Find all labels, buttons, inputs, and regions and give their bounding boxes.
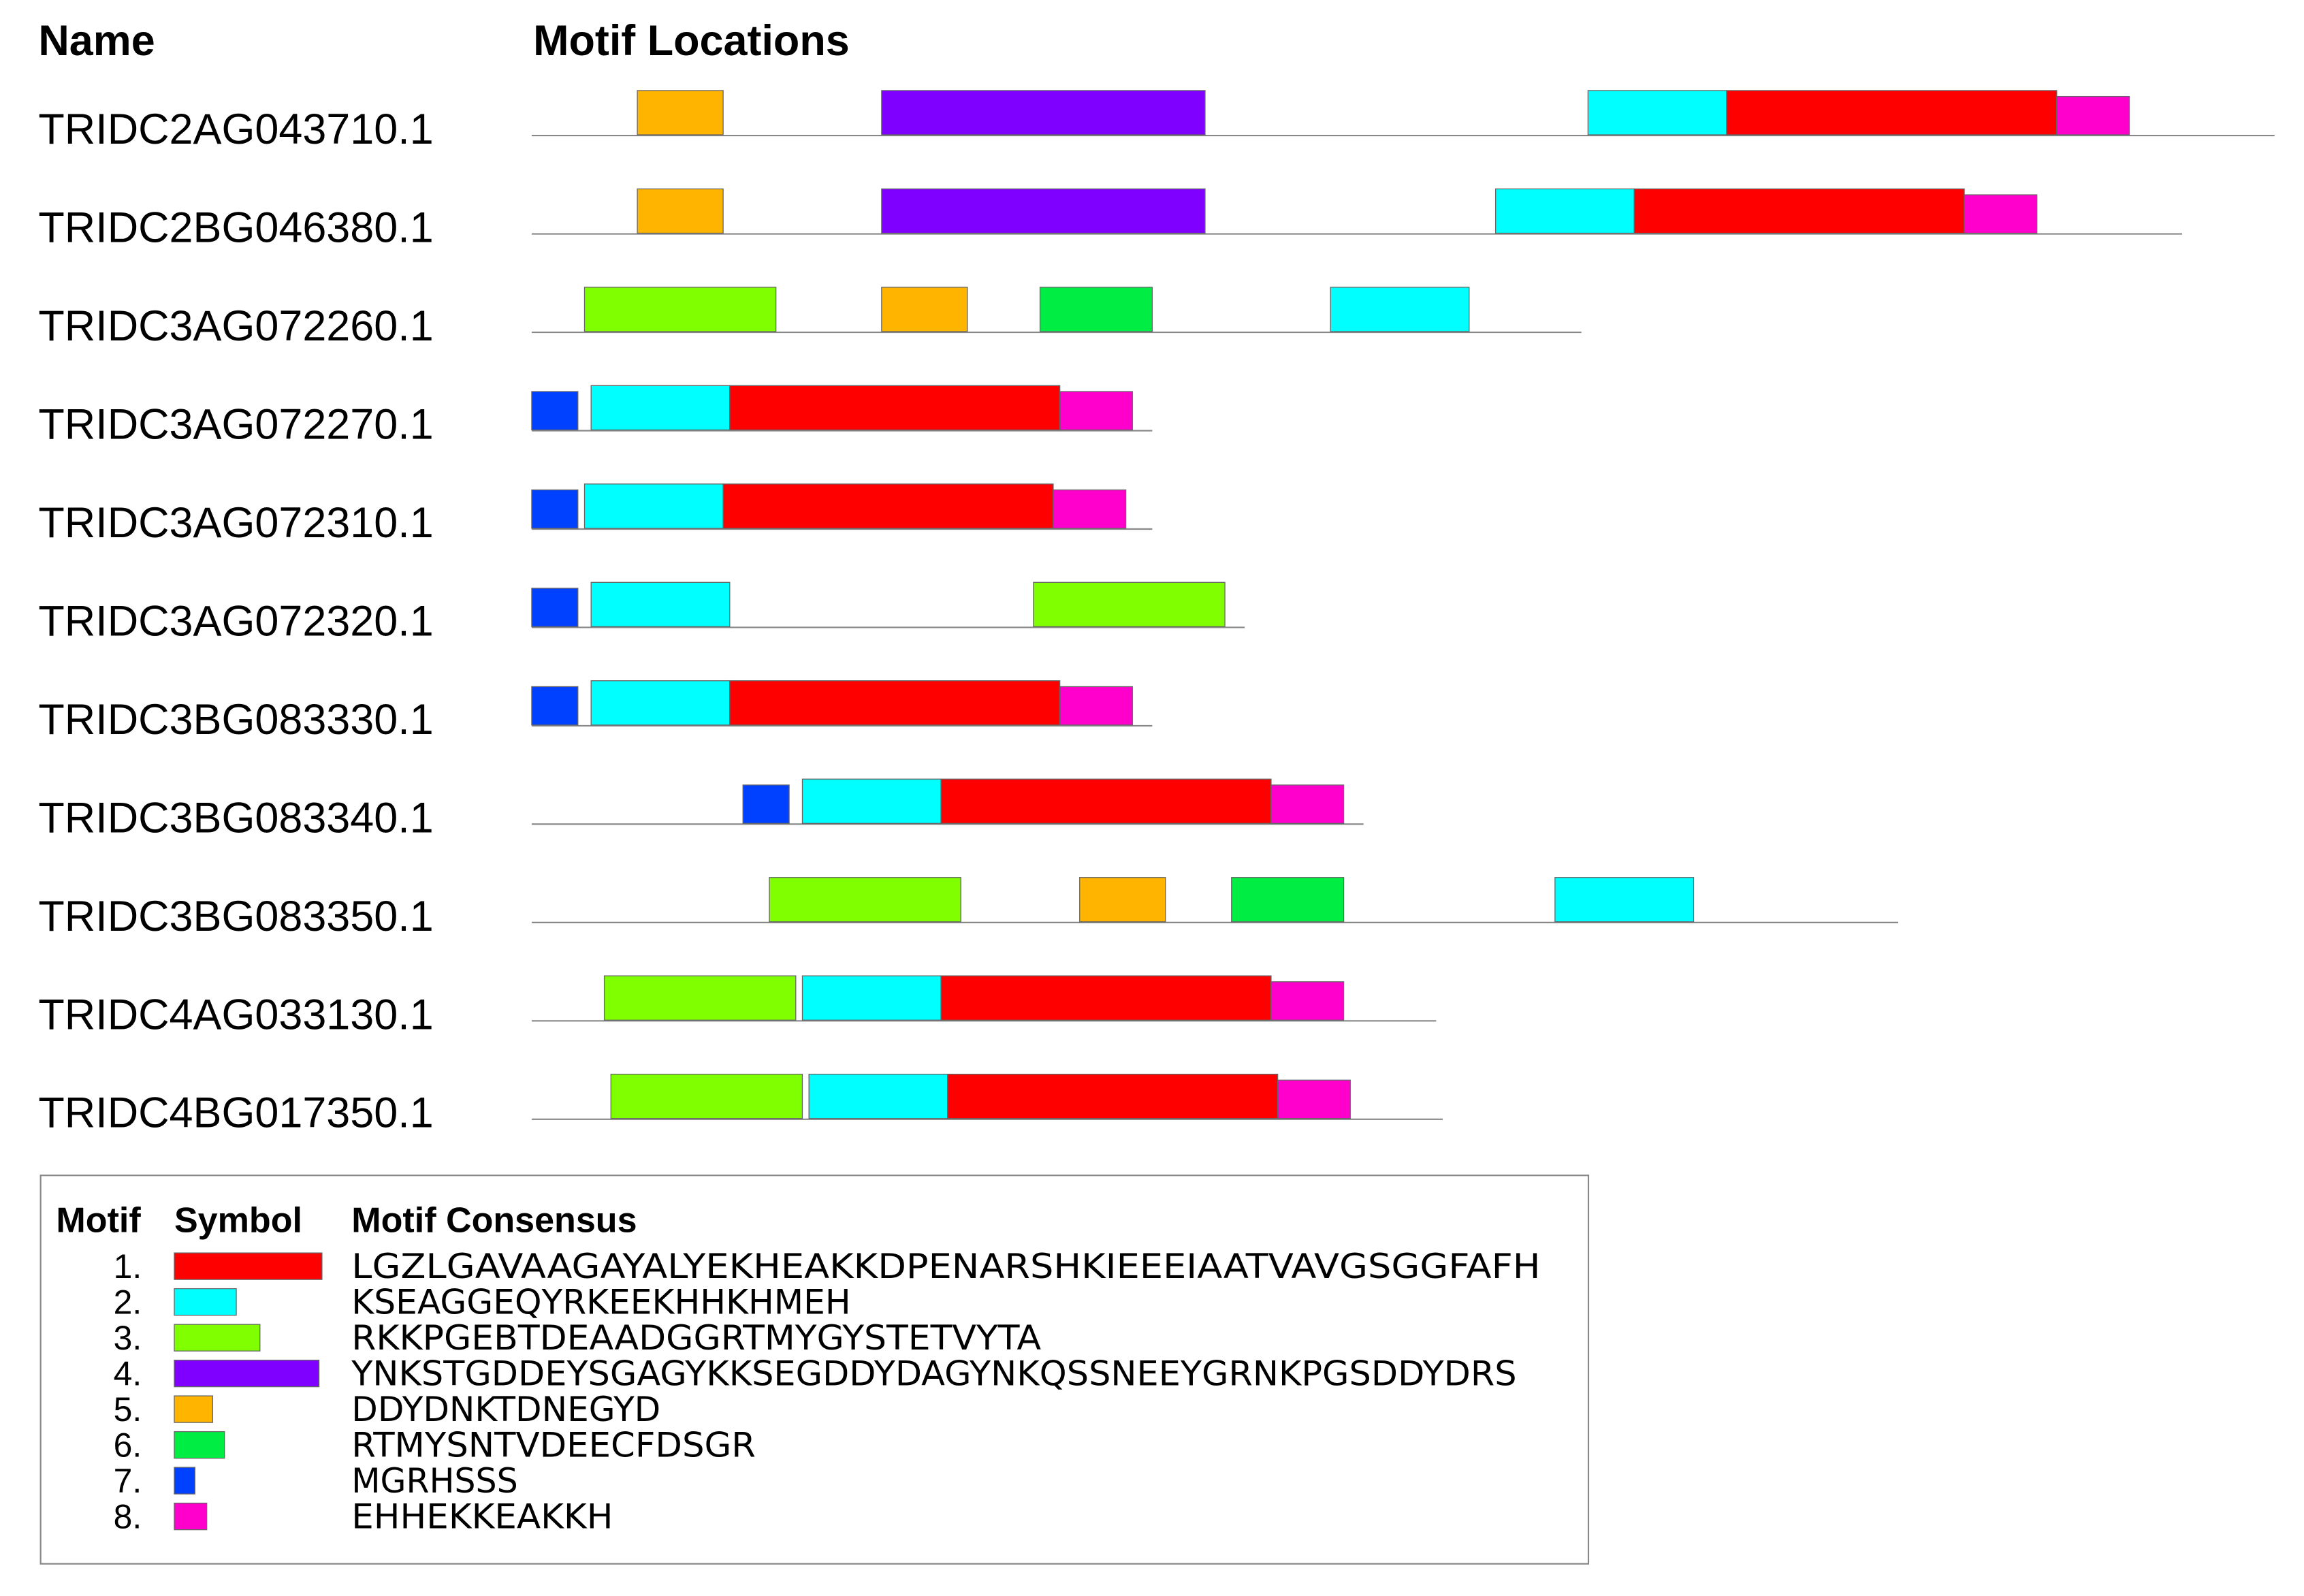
motif-block (1231, 877, 1345, 923)
motif-block (769, 877, 961, 923)
motif-block (1270, 981, 1345, 1021)
sequence-name: TRIDC3AG072270.1 (38, 400, 433, 448)
motif-consensus: RTMYSNTVDEECFDSGR (351, 1425, 756, 1465)
motif-block (1494, 188, 1635, 234)
motif-block (801, 778, 942, 824)
sequence-name: TRIDC4AG033130.1 (38, 991, 433, 1038)
legend-header: Symbol (174, 1201, 302, 1241)
motif-block (637, 188, 724, 234)
motif-block (722, 483, 1054, 529)
motif-block (1277, 1079, 1351, 1119)
motif-block (1059, 686, 1133, 726)
motif-consensus: RKKPGEBTDEAADGGRTMYGYSTETVYTA (351, 1318, 1041, 1358)
locations-header: Motif Locations (533, 17, 850, 65)
motif-symbol (174, 1288, 237, 1316)
motif-block (583, 287, 777, 332)
motif-block (610, 1073, 803, 1119)
motif-block (1633, 188, 1965, 234)
motif-block (881, 287, 968, 332)
motif-number: 6. (114, 1426, 142, 1464)
motif-block (590, 581, 731, 628)
motif-block (1587, 90, 1727, 135)
motif-block (1053, 489, 1127, 529)
motif-block (801, 975, 942, 1021)
motif-consensus: EHHEKKEAKKH (351, 1497, 613, 1536)
motif-number: 7. (114, 1462, 142, 1500)
motif-block (2056, 95, 2130, 135)
motif-block (590, 385, 731, 431)
motif-number: 5. (114, 1390, 142, 1429)
sequence-name: TRIDC3AG072260.1 (38, 302, 433, 350)
motif-symbol (174, 1467, 195, 1495)
name-header: Name (38, 17, 155, 65)
motif-block (940, 778, 1272, 824)
motif-consensus: KSEAGGEQYRKEEKHHKHMEH (351, 1282, 850, 1322)
legend-header: Motif (56, 1201, 141, 1241)
motif-symbol (174, 1359, 320, 1388)
sequence-name: TRIDC3AG072320.1 (38, 597, 433, 645)
motif-number: 2. (114, 1283, 142, 1321)
motif-block (531, 686, 579, 726)
motif-block (583, 483, 724, 529)
motif-block (1726, 90, 2058, 135)
motif-number: 4. (114, 1354, 142, 1392)
motif-block (947, 1073, 1279, 1119)
motif-block (729, 385, 1061, 431)
motif-block (1039, 287, 1153, 332)
legend-header: Motif Consensus (351, 1201, 637, 1241)
motif-block (881, 90, 1206, 135)
motif-block (940, 975, 1272, 1021)
motif-block (808, 1073, 948, 1119)
motif-block (531, 489, 579, 529)
motif-block (1079, 877, 1166, 923)
sequence-name: TRIDC3BG083350.1 (38, 893, 433, 940)
motif-consensus: DDYDNKTDNEGYD (351, 1390, 660, 1429)
sequence-name: TRIDC2AG043710.1 (38, 106, 433, 153)
motif-block (1059, 391, 1133, 431)
motif-block (603, 975, 797, 1021)
motif-number: 3. (114, 1319, 142, 1357)
motif-consensus: LGZLGAVAAGAYALYEKHEAKKDPENARSHKIEEEIAATV… (351, 1247, 1540, 1286)
motif-block (742, 784, 790, 824)
motif-symbol (174, 1502, 208, 1531)
sequence-name: TRIDC3BG083330.1 (38, 696, 433, 744)
motif-block (590, 680, 731, 726)
motif-number: 8. (114, 1497, 142, 1535)
motif-block (1554, 877, 1695, 923)
motif-block (881, 188, 1206, 234)
sequence-name: TRIDC2BG046380.1 (38, 204, 433, 252)
motif-block (729, 680, 1061, 726)
motif-block (637, 90, 724, 135)
sequence-name: TRIDC3BG083340.1 (38, 794, 433, 842)
motif-consensus: MGRHSSS (351, 1461, 517, 1501)
motif-symbol (174, 1324, 261, 1352)
motif-block (531, 588, 579, 628)
motif-block (531, 391, 579, 431)
sequence-name: TRIDC3AG072310.1 (38, 499, 433, 547)
sequence-name: TRIDC4BG017350.1 (38, 1089, 433, 1137)
motif-block (1270, 784, 1345, 824)
motif-consensus: YNKSTGDDEYSGAGYKKSEGDDYDAGYNKQSSNEEYGRNK… (351, 1354, 1516, 1393)
motif-block (1330, 287, 1470, 332)
motif-symbol (174, 1431, 225, 1459)
motif-symbol (174, 1252, 323, 1280)
motif-block (1964, 194, 2038, 234)
motif-number: 1. (114, 1247, 142, 1286)
motif-symbol (174, 1395, 214, 1423)
motif-block (1033, 581, 1226, 628)
